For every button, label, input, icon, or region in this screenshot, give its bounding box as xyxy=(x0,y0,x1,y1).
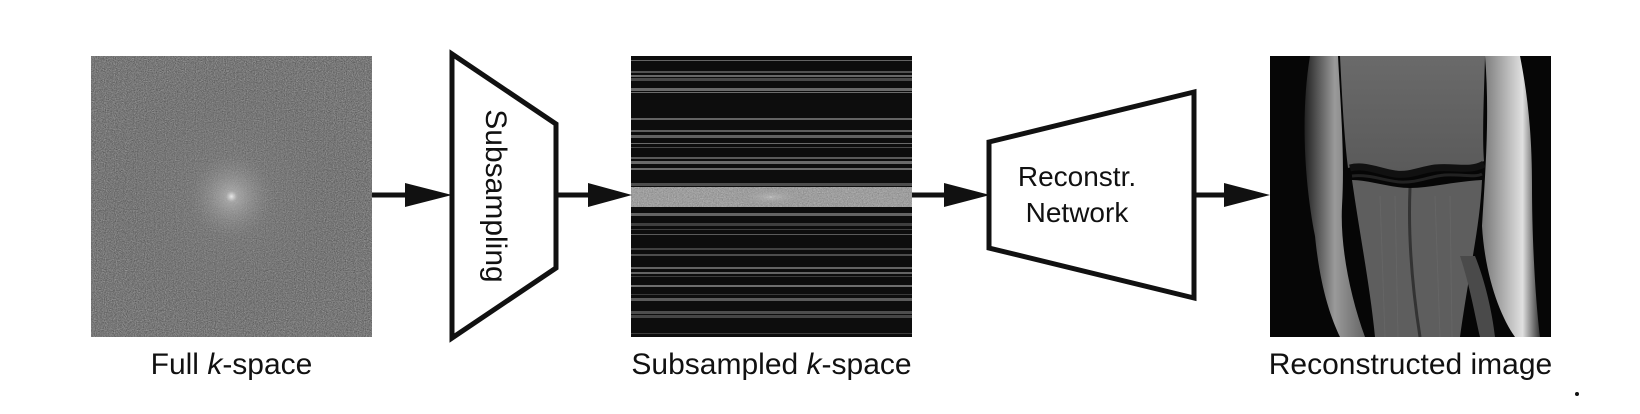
arrow-to-reconstructed xyxy=(1194,183,1270,207)
subsampling-block xyxy=(449,49,559,343)
reconstructed-image xyxy=(1270,56,1551,337)
arrow-to-network xyxy=(912,183,990,207)
arrow-to-subsampled-kspace xyxy=(556,183,632,207)
full-kspace-image xyxy=(91,56,372,337)
arrow-to-subsampling xyxy=(372,183,452,207)
network-label-line2: Network xyxy=(1026,197,1130,228)
subsampled-kspace-caption: Subsampled k-space xyxy=(631,348,912,381)
network-block xyxy=(986,88,1197,302)
subsampled-kspace-image xyxy=(631,56,912,337)
reconstructed-caption: Reconstructed image xyxy=(1268,348,1553,381)
stray-dot xyxy=(1575,392,1579,396)
full-kspace-caption: Full k-space xyxy=(150,348,313,381)
network-label-line1: Reconstr. xyxy=(1018,161,1136,192)
subsampling-label: Subsampling xyxy=(479,109,512,282)
sampled-lines xyxy=(631,60,912,334)
